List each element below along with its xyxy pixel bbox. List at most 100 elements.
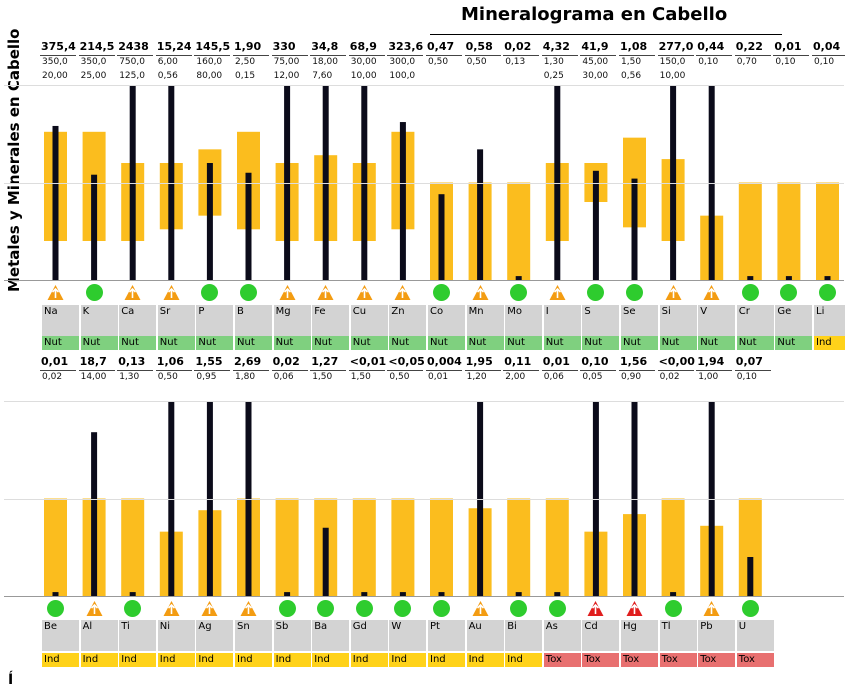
element-symbol: Be bbox=[42, 620, 79, 651]
value-bar-u bbox=[747, 557, 754, 596]
category-label: Nut bbox=[775, 336, 813, 350]
upper-limit: 0,95 bbox=[196, 372, 217, 382]
ok-circle-icon bbox=[741, 600, 759, 617]
ok-circle-icon bbox=[278, 600, 296, 617]
value-underline bbox=[580, 55, 617, 56]
value-underline bbox=[40, 55, 76, 56]
value-underline bbox=[734, 370, 771, 371]
lower-limit: 10,00 bbox=[659, 71, 686, 81]
value-underline bbox=[271, 55, 308, 56]
ok-circle-icon bbox=[819, 284, 836, 301]
upper-limit: 30,00 bbox=[350, 57, 377, 67]
measured-value: 15,24 bbox=[156, 40, 192, 53]
measured-value: 1,27 bbox=[311, 355, 339, 368]
gridline bbox=[4, 182, 844, 184]
upper-limit: 18,00 bbox=[312, 57, 338, 67]
upper-limit: 300,0 bbox=[389, 57, 416, 67]
upper-limit: 0,50 bbox=[389, 372, 410, 382]
upper-limit: 1,50 bbox=[621, 57, 642, 67]
category-label: Nut bbox=[196, 336, 234, 350]
measured-value: 1,94 bbox=[697, 355, 725, 368]
element-symbol: Sr bbox=[157, 305, 195, 336]
category-label: Nut bbox=[350, 336, 388, 350]
element-symbol: Ag bbox=[196, 620, 234, 651]
high-warning-icon bbox=[356, 284, 373, 301]
measured-value: 0,22 bbox=[735, 40, 763, 53]
high-warning-icon bbox=[317, 284, 334, 301]
upper-limit: 0,13 bbox=[505, 57, 526, 67]
value-underline bbox=[812, 55, 845, 56]
measured-value: 0,004 bbox=[427, 355, 462, 368]
ok-circle-icon bbox=[548, 600, 566, 617]
value-bar-ba bbox=[322, 527, 329, 596]
element-symbol: B bbox=[235, 305, 272, 336]
value-underline bbox=[387, 55, 424, 56]
value-bar-li bbox=[824, 276, 831, 280]
ok-circle-icon bbox=[510, 600, 528, 617]
measured-value: 0,47 bbox=[427, 40, 455, 53]
lower-limit: 0,56 bbox=[621, 71, 642, 81]
baseline bbox=[4, 596, 844, 597]
reference-band-pt bbox=[430, 498, 453, 596]
value-bar-k bbox=[91, 174, 98, 280]
value-underline bbox=[194, 370, 231, 371]
upper-limit: 1,80 bbox=[235, 372, 256, 382]
value-underline bbox=[541, 55, 578, 56]
element-symbol: Mg bbox=[273, 305, 311, 336]
upper-limit: 0,50 bbox=[428, 57, 449, 67]
value-underline bbox=[464, 55, 501, 56]
element-symbol: Tl bbox=[659, 620, 697, 651]
value-underline bbox=[348, 55, 385, 56]
lower-limit: 0,15 bbox=[235, 71, 256, 81]
element-symbol: Pt bbox=[428, 620, 465, 651]
high-warning-icon bbox=[240, 600, 257, 617]
high-warning-icon bbox=[549, 284, 566, 301]
measured-value: 1,06 bbox=[156, 355, 184, 368]
measured-value: 41,9 bbox=[581, 40, 609, 53]
category-label: Tox bbox=[582, 653, 620, 667]
element-symbol: Li bbox=[814, 305, 845, 336]
value-underline bbox=[78, 370, 115, 371]
measured-value: 0,07 bbox=[735, 355, 763, 368]
ok-circle-icon bbox=[85, 284, 103, 301]
value-bar-mn bbox=[477, 149, 484, 280]
category-label: Ind bbox=[814, 336, 845, 350]
value-bar-al bbox=[91, 432, 98, 596]
measured-value: 0,44 bbox=[697, 40, 725, 53]
value-underline bbox=[503, 55, 540, 56]
high-warning-icon bbox=[163, 600, 180, 617]
upper-limit: 0,10 bbox=[814, 57, 835, 67]
ok-circle-icon bbox=[626, 284, 643, 301]
measured-value: 1,08 bbox=[620, 40, 648, 53]
ok-circle-icon bbox=[433, 284, 450, 301]
reference-band-as bbox=[545, 498, 569, 596]
measured-value: 4,32 bbox=[542, 40, 570, 53]
upper-limit: 350,0 bbox=[80, 57, 107, 67]
element-symbol: Si bbox=[659, 305, 697, 336]
category-label: Nut bbox=[505, 336, 543, 350]
value-underline bbox=[78, 55, 115, 56]
value-bar-s bbox=[592, 170, 599, 280]
upper-limit: 0,02 bbox=[659, 372, 680, 382]
value-underline bbox=[194, 55, 231, 56]
upper-limit: 1,50 bbox=[350, 372, 371, 382]
category-label: Ind bbox=[389, 653, 427, 667]
measured-value: 323,6 bbox=[388, 40, 424, 53]
reference-band-cr bbox=[738, 182, 762, 280]
element-symbol: Na bbox=[42, 305, 79, 336]
value-bar-na bbox=[52, 125, 59, 280]
category-label: Nut bbox=[157, 336, 195, 350]
high-warning-icon bbox=[47, 284, 64, 301]
measured-value: 0,11 bbox=[504, 355, 532, 368]
value-bar-cr bbox=[747, 276, 754, 280]
category-label: Nut bbox=[42, 336, 79, 350]
upper-limit: 1,20 bbox=[466, 372, 487, 382]
measured-value: 34,8 bbox=[311, 40, 339, 53]
element-symbol: Gd bbox=[350, 620, 388, 651]
baseline bbox=[4, 280, 844, 281]
value-underline bbox=[619, 370, 655, 371]
value-underline bbox=[310, 370, 347, 371]
category-label: Ind bbox=[42, 653, 79, 667]
upper-limit: 0,70 bbox=[736, 57, 757, 67]
lower-limit: 12,00 bbox=[273, 71, 300, 81]
